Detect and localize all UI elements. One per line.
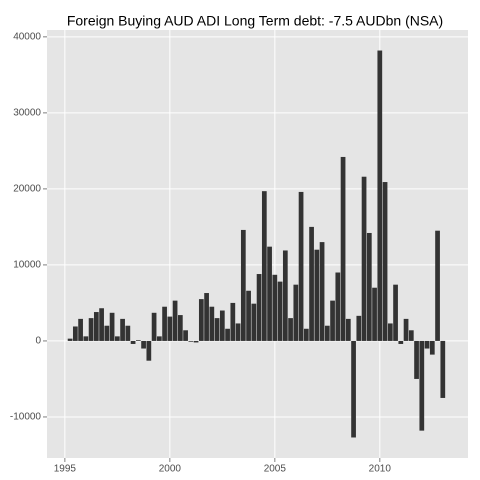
bar [167,316,173,341]
y-tick-label: 20000 [13,184,41,195]
bar [204,293,209,341]
bar [67,338,73,341]
bar [340,156,346,341]
bar [246,290,251,341]
bar [240,229,246,341]
bar [345,318,351,341]
bar [408,330,414,341]
bar [435,230,440,341]
bar [83,336,89,341]
bar [99,308,104,341]
bar [398,340,404,344]
bar [188,340,194,342]
bar [282,250,288,341]
bar [377,50,383,341]
bar [298,191,304,341]
bar [209,306,215,341]
bar [372,287,377,341]
bar [72,326,78,341]
bar [78,318,83,341]
bar [414,340,419,379]
bar [356,315,362,341]
bar [330,300,335,341]
y-tick-label: -10000 [10,412,42,423]
bar [288,318,293,341]
bar [172,300,178,341]
bar [319,242,325,341]
bar [361,176,367,341]
x-tick-label: 1995 [54,464,77,475]
bar [125,325,131,341]
bar [424,340,430,349]
bar [419,340,425,431]
bar [251,303,257,341]
bar [403,318,409,341]
bar [219,310,225,341]
bar [293,284,299,341]
bar [261,191,267,341]
bar [382,182,388,341]
bar [214,318,220,341]
bar [335,272,341,341]
bar [135,340,141,341]
bar [114,336,120,341]
bar [193,340,199,343]
bar [277,281,283,341]
plot-panel [47,30,468,458]
bar [109,312,115,341]
bar [130,340,136,344]
bar [351,340,356,438]
bar [225,328,230,341]
bar [156,336,162,341]
bar [235,323,241,341]
bar [141,340,146,349]
y-tick-label: 30000 [13,108,41,119]
x-tick-label: 2005 [264,464,287,475]
bar [314,249,320,341]
bar [88,318,94,341]
bar [198,299,204,341]
x-tick-label: 2010 [369,464,392,475]
y-tick-label: 40000 [13,31,41,42]
bar [267,246,272,341]
chart-title: Foreign Buying AUD ADI Long Term debt: -… [67,13,443,29]
bar [387,323,393,341]
bar [151,312,157,341]
bar [309,226,314,341]
bar [440,340,446,398]
bar [162,306,167,341]
bar [366,232,372,341]
bar [303,328,309,341]
bar [93,312,99,341]
bar [272,274,278,341]
x-tick-label: 2000 [159,464,182,475]
bar [324,325,330,341]
bar [393,284,398,341]
bar [120,318,125,341]
bar [183,330,188,341]
bar [177,315,183,341]
bar [429,340,435,355]
bar [146,340,152,361]
bar [230,302,236,341]
bar [104,325,110,341]
y-tick-label: 0 [35,336,41,347]
bar [256,274,262,341]
y-tick-label: 10000 [13,260,41,271]
